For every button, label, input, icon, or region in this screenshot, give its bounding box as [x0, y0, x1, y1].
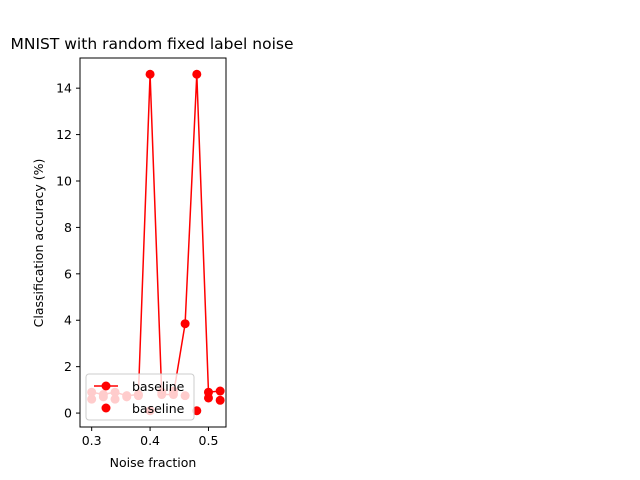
- y-tick-label: 4: [64, 313, 72, 328]
- x-tick-label: 0.3: [82, 433, 102, 448]
- legend-marker-1: [101, 381, 111, 391]
- x-axis-label: Noise fraction: [110, 455, 197, 470]
- y-tick-label: 0: [64, 406, 72, 421]
- y-axis: 0 2 4 6 8 10 12 14: [56, 81, 80, 421]
- y-tick-label: 2: [64, 359, 72, 374]
- x-tick-label: 0.4: [140, 433, 160, 448]
- plot-frame: [79, 57, 227, 428]
- legend-marker-2: [101, 403, 111, 413]
- series-line-baseline: [91, 74, 221, 397]
- y-tick-label: 6: [64, 266, 72, 281]
- chart-title: MNIST with random fixed label noise: [10, 35, 293, 53]
- legend-label-2: baseline: [132, 401, 185, 416]
- data-point-s2-10: [192, 406, 202, 416]
- legend: baseline baseline: [85, 373, 195, 421]
- y-tick-label: 14: [56, 81, 72, 96]
- data-point-s2-12: [215, 395, 225, 405]
- data-point-s1-12: [215, 386, 225, 396]
- legend-label-1: baseline: [132, 379, 185, 394]
- data-point-s1-9: [180, 319, 190, 329]
- data-point-s2-11: [203, 393, 213, 403]
- y-tick-label: 10: [56, 174, 72, 189]
- x-axis: 0.3 0.4 0.5: [82, 427, 219, 448]
- y-tick-label: 8: [64, 220, 72, 235]
- data-point-s1-10: [192, 69, 202, 79]
- data-point-s1-6: [145, 69, 155, 79]
- y-tick-label: 12: [56, 127, 72, 142]
- series-layer: [87, 69, 225, 416]
- y-axis-label: Classification accuracy (%): [31, 159, 46, 328]
- x-tick-label: 0.5: [199, 433, 219, 448]
